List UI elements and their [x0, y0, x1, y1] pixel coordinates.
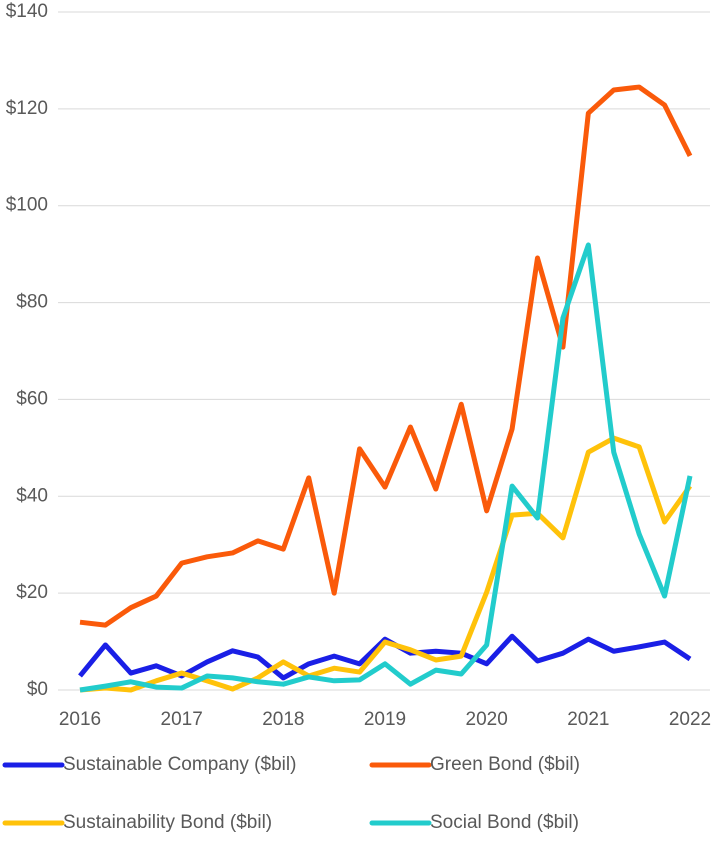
legend-label: Sustainability Bond ($bil) — [63, 812, 272, 833]
x-tick-label: 2022 — [669, 709, 711, 730]
x-tick-label: 2020 — [466, 709, 508, 730]
legend-label: Social Bond ($bil) — [430, 812, 579, 833]
legend-label: Green Bond ($bil) — [430, 754, 580, 775]
x-tick-label: 2017 — [161, 709, 203, 730]
series-line — [79, 242, 693, 693]
x-tick-label: 2016 — [59, 709, 101, 730]
y-tick-label: $40 — [16, 485, 48, 506]
legend-label: Sustainable Company ($bil) — [63, 754, 296, 775]
y-tick-label: $100 — [6, 195, 48, 216]
series-line — [79, 435, 693, 693]
y-tick-label: $80 — [16, 292, 48, 313]
y-tick-label: $140 — [6, 1, 48, 22]
x-tick-label: 2018 — [262, 709, 304, 730]
y-tick-label: $0 — [27, 679, 48, 700]
series-line — [79, 84, 693, 628]
y-tick-label: $60 — [16, 388, 48, 409]
series-line — [78, 633, 692, 681]
y-tick-label: $120 — [6, 98, 48, 119]
x-tick-label: 2021 — [567, 709, 609, 730]
x-tick-label: 2019 — [364, 709, 406, 730]
y-tick-label: $20 — [16, 582, 48, 603]
